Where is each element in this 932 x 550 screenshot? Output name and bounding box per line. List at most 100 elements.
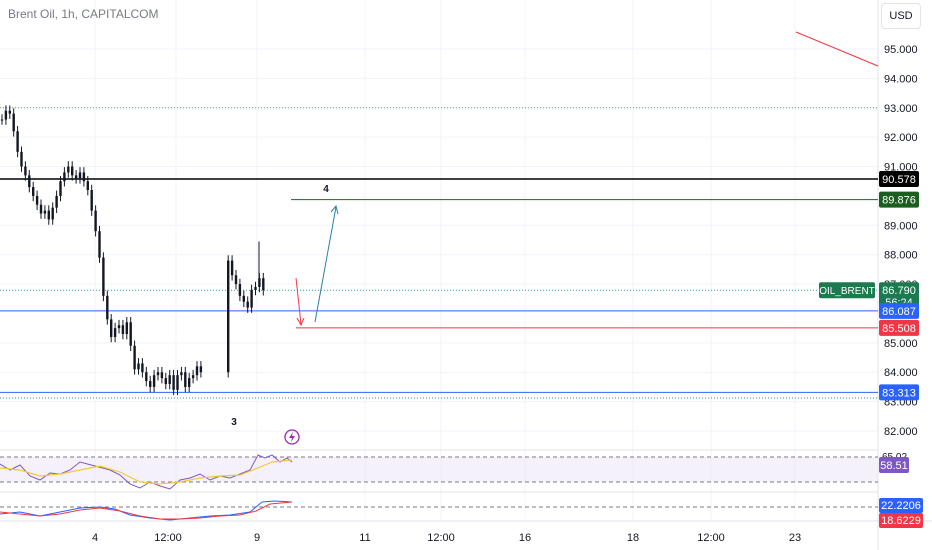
candle-body [145,372,148,382]
projection-arrow-up-head [330,204,339,215]
macd-value-red-bg [879,513,923,528]
candle-body [250,289,253,308]
rsi-ma-line [0,459,293,485]
time-axis-label: 18 [627,532,639,544]
candle-body [12,113,15,132]
candle-body [59,181,62,196]
candle-body [137,363,140,370]
symbol-tag: OIL_BRENT [819,286,875,297]
time-axis-label: 11 [359,532,370,544]
lightning-icon [284,429,300,445]
candle-body [133,345,136,370]
candle-body [16,131,19,152]
candle-body [71,166,74,176]
macd-signal-line [0,501,293,520]
candle-body [117,325,121,329]
candle-body [254,287,257,290]
projection-arrow-down-head [296,317,305,327]
price-tick-label: 93.000 [884,103,918,115]
time-axis-label: 4 [92,532,98,544]
candle-body [35,195,39,205]
rsi-value-tag: 58.51 [880,460,908,472]
price-tag-blue-upper: 86.087 [882,306,916,318]
price-tag-blue-lower-bg [879,384,919,401]
price-tag-blue-lower: 83.313 [882,387,916,399]
candle-body [110,319,113,337]
macd-value-blue-bg [879,498,923,513]
candle-body [8,110,11,114]
candle-body [262,278,265,291]
candle-body [180,372,183,376]
candle-body [195,366,199,376]
price-tick-label: 89.000 [884,220,918,232]
candle-body [90,190,93,211]
candle-body [125,322,128,335]
candle-body [227,260,230,373]
price-tag-red: 85.508 [882,323,916,335]
candle-body [55,195,58,208]
candle-body [149,381,152,387]
candle-body [184,372,187,387]
candle-body [176,375,179,390]
wave-label-3: 3 [231,417,237,428]
price-tick-label: 85.000 [884,338,918,350]
candle-body [24,166,27,176]
price-tick-label: 92.000 [884,132,918,144]
time-axis-label: 12:00 [427,532,455,544]
time-axis-label: 12:00 [154,532,182,544]
candle-body [191,375,195,379]
time-axis-label: 16 [519,532,531,544]
price-tick-label: 82.000 [884,426,918,438]
wave-label-4: 4 [323,184,329,195]
projection-arrow-up [314,206,337,323]
price-tick-label: 95.000 [884,44,918,56]
currency-button[interactable]: USD [881,3,921,29]
projection-arrow-down [295,277,302,325]
candle-body [98,231,101,258]
candle-body [246,301,249,308]
candle-body [129,322,132,346]
candle-body [20,151,23,167]
price-tick-label: 84.000 [884,367,918,379]
price-tick-label: 91.000 [884,162,918,174]
last-price-tag: 86.790 [882,285,916,297]
candle-body [230,260,234,276]
candle-body [156,372,160,376]
candle-body [168,375,171,384]
price-tick-label: 94.000 [884,73,918,85]
chart-title: Brent Oil, 1h, CAPITALCOM [8,7,159,21]
price-tag-blue-upper-bg [879,302,919,319]
candle-body [121,325,125,335]
macd-value-blue: 22.2206 [881,500,921,512]
candle-body [47,210,50,220]
price-tag-red-bg [879,319,919,336]
macd-value-red: 18.6229 [881,515,921,527]
candle-body [172,375,175,390]
candle-body [82,172,86,182]
candle-body [67,166,70,173]
candle-body [86,181,89,191]
time-axis-label: 12:00 [697,532,725,544]
rsi-line [0,454,293,490]
candle-body [32,187,35,196]
candle-body [242,295,245,302]
lightning-icon-bolt [289,432,295,442]
candle-body [152,375,156,387]
candle-body [4,110,8,120]
candle-body [74,175,78,179]
candle-body [102,257,105,296]
candle-body [160,372,164,379]
time-axis-label: 23 [789,532,801,544]
rsi-band-background [0,457,878,482]
candle-body [106,295,109,320]
candle-body [199,366,203,373]
candle-body [51,207,54,220]
price-tag-black-bg [879,170,919,187]
candle-body [39,204,43,214]
candle-body [94,210,97,232]
candle-body [141,363,144,373]
symbol-tag-bg [819,282,875,299]
candle-body [238,284,242,296]
candle-body [258,278,261,288]
